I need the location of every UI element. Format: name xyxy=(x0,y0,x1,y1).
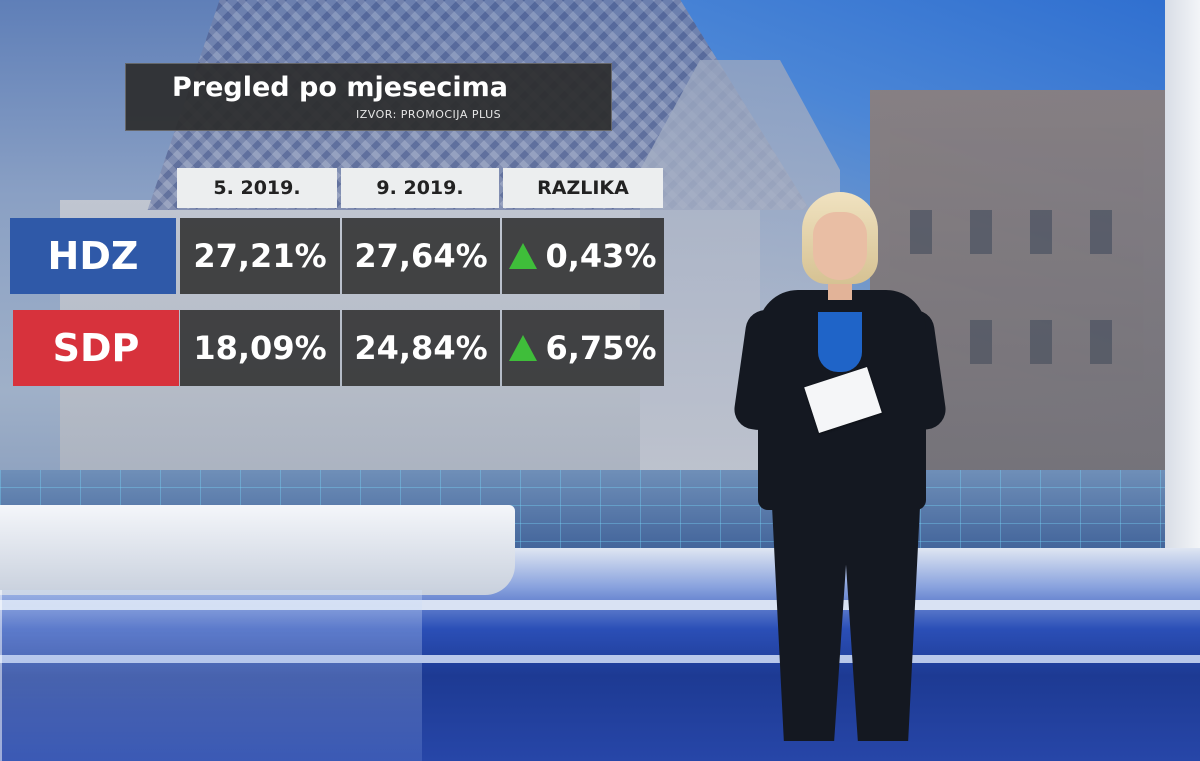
window xyxy=(910,210,932,254)
up-arrow-icon xyxy=(509,335,538,361)
window xyxy=(970,320,992,364)
party-label-sdp: SDP xyxy=(13,310,179,386)
presenter-legs xyxy=(772,506,920,741)
desk-glass-panel xyxy=(0,590,422,761)
difference-value: 6,75% xyxy=(545,329,657,367)
graphic-source: IZVOR: PROMOCIJA PLUS xyxy=(356,108,502,121)
column-header: 9. 2019. xyxy=(341,168,499,208)
presenter-face xyxy=(813,212,867,280)
value-cell: 24,84% xyxy=(342,310,500,386)
news-presenter xyxy=(731,190,949,761)
value-cell: 18,09% xyxy=(180,310,340,386)
graphic-title: Pregled po mjesecima xyxy=(172,72,509,103)
column-header: 5. 2019. xyxy=(177,168,337,208)
up-arrow-icon xyxy=(509,243,538,269)
floor-stripe xyxy=(0,655,1200,663)
value-cell: 27,64% xyxy=(342,218,500,294)
window xyxy=(1090,210,1112,254)
value-cell: 27,21% xyxy=(180,218,340,294)
party-label-hdz: HDZ xyxy=(10,218,176,294)
difference-value: 0,43% xyxy=(545,237,657,275)
column-header: RAZLIKA xyxy=(503,168,663,208)
video-wall xyxy=(0,0,1180,560)
graphic-title-box: Pregled po mjesecima IZVOR: PROMOCIJA PL… xyxy=(125,63,612,131)
window xyxy=(1030,320,1052,364)
screen-edge xyxy=(1165,0,1200,600)
window xyxy=(1030,210,1052,254)
window xyxy=(1090,320,1112,364)
window xyxy=(970,210,992,254)
news-desk xyxy=(0,505,515,595)
difference-cell: 6,75% xyxy=(502,310,664,386)
difference-cell: 0,43% xyxy=(502,218,664,294)
floor-stripe xyxy=(0,600,1200,610)
presenter-top xyxy=(818,312,862,372)
